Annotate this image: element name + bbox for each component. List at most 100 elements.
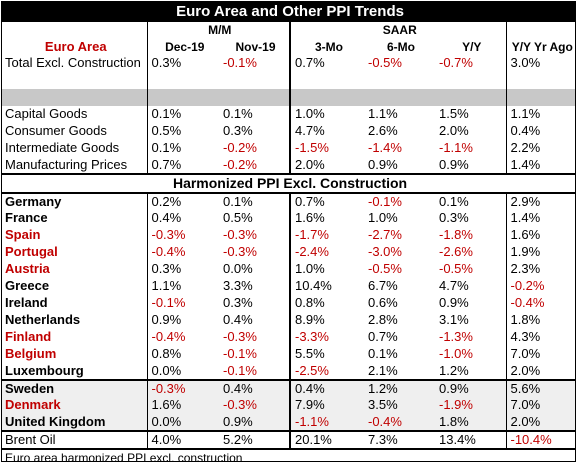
table-row: Total Excl. Construction 0.3% -0.1% 0.7% -0.… xyxy=(2,54,576,72)
row-label: Total Excl. Construction xyxy=(5,55,141,70)
row-label: Ireland xyxy=(5,295,48,310)
row-label: Spain xyxy=(5,227,41,242)
cell-value: -3.3% xyxy=(289,328,364,346)
table-row: Spain -0.3% -0.3% -1.7% -2.7% -1.8% 1.6% xyxy=(2,226,576,244)
title-row: Euro Area and Other PPI Trends xyxy=(2,2,576,22)
cell-value: 0.9% xyxy=(219,413,290,431)
cell-value: 5.5% xyxy=(289,345,364,363)
cell-value: 0.3% xyxy=(146,260,219,278)
cell-value: -0.5% xyxy=(439,261,473,276)
cell-value: 0.3% xyxy=(223,123,253,138)
table-row: Germany 0.2% 0.1% 0.7% -0.1% 0.1% 2.9% xyxy=(2,192,576,210)
cell-value: -3.0% xyxy=(368,244,402,259)
cell-value: 1.6% xyxy=(505,226,576,244)
cell-value: -1.1% xyxy=(289,413,364,431)
cell-value: -1.1% xyxy=(439,140,473,155)
row-label: Luxembourg xyxy=(5,362,84,378)
table-row: Denmark 1.6% -0.3% 7.9% 3.5% -1.9% 7.0% xyxy=(2,396,576,414)
cell-value: 2.0% xyxy=(439,123,469,138)
group-mm: M/M xyxy=(146,21,290,39)
cell-value: -0.2% xyxy=(505,277,576,295)
cell-value: 0.9% xyxy=(146,311,219,329)
cell-value: 0.0% xyxy=(223,261,253,276)
cell-value: -1.9% xyxy=(435,396,506,414)
row-label: United Kingdom xyxy=(2,413,147,431)
cell-value: 0.7% xyxy=(368,329,398,344)
cell-value: -1.7% xyxy=(289,226,364,244)
cell-value: 1.4% xyxy=(505,156,576,174)
cell-value: -2.7% xyxy=(368,227,402,242)
col-yy: Y/Y xyxy=(462,39,482,54)
cell-value: 13.4% xyxy=(435,429,506,450)
cell-value: 0.9% xyxy=(435,378,506,397)
cell-value: 3.1% xyxy=(439,312,469,327)
row-label: Belgium xyxy=(5,346,57,361)
cell-value: 0.1% xyxy=(146,139,219,157)
cell-value: 5.6% xyxy=(505,378,576,397)
cell-value: -0.7% xyxy=(439,55,473,70)
table-row: Intermediate Goods 0.1% -0.2% -1.5% -1.4% -1.… xyxy=(2,139,576,157)
row-label: Portugal xyxy=(5,244,58,259)
cell-value: -0.1% xyxy=(146,294,219,312)
cell-value: -0.2% xyxy=(223,140,257,155)
cell-value: 0.3% xyxy=(439,210,469,225)
cell-value: 7.0% xyxy=(505,345,576,363)
cell-value: -2.5% xyxy=(289,362,364,380)
cell-value: -0.3% xyxy=(223,244,257,259)
cell-value: 10.4% xyxy=(289,277,364,295)
col-yy-yr-ago: Y/Y Yr Ago xyxy=(505,38,576,55)
cell-value: 1.1% xyxy=(368,106,398,121)
cell-value: -10.4% xyxy=(505,429,576,450)
cell-value: 4.3% xyxy=(505,328,576,346)
cell-value: 0.7% xyxy=(289,192,364,210)
row-label: Sweden xyxy=(2,378,147,397)
cell-value: 0.4% xyxy=(223,312,253,327)
cell-value: 0.0% xyxy=(146,413,219,431)
col-euro-area: Euro Area xyxy=(44,38,107,54)
cell-value: -1.0% xyxy=(439,346,473,361)
row-label: Netherlands xyxy=(5,312,81,327)
cell-value: 0.9% xyxy=(439,156,469,172)
cell-value: 0.8% xyxy=(289,294,364,312)
cell-value: 2.9% xyxy=(505,192,576,210)
cell-value: -1.4% xyxy=(368,140,402,155)
cell-value: 0.4% xyxy=(146,209,219,227)
cell-value: -0.1% xyxy=(223,362,257,378)
cell-value: 1.1% xyxy=(146,277,219,295)
table-row: Consumer Goods 0.5% 0.3% 4.7% 2.6% 2.0% 0.4% xyxy=(2,122,576,140)
cell-value: 20.1% xyxy=(289,429,364,450)
row-label: Intermediate Goods xyxy=(5,140,120,155)
row-label: Consumer Goods xyxy=(5,123,107,138)
cell-value: 0.2% xyxy=(146,192,219,210)
cell-value: 0.3% xyxy=(146,54,219,72)
cell-value: 0.8% xyxy=(146,345,219,363)
blank-row xyxy=(2,71,576,89)
cell-value: 2.3% xyxy=(505,260,576,278)
cell-value: 7.0% xyxy=(505,396,576,414)
table-row: Netherlands 0.9% 0.4% 8.9% 2.8% 3.1% 1.8% xyxy=(2,311,576,329)
table-row: France 0.4% 0.5% 1.6% 1.0% 0.3% 1.4% xyxy=(2,209,576,227)
cell-value: 0.4% xyxy=(219,378,290,397)
cell-value: 0.3% xyxy=(223,295,253,310)
cell-value: -0.1% xyxy=(368,193,402,209)
row-label: Capital Goods xyxy=(5,106,88,121)
cell-value: 1.8% xyxy=(505,311,576,329)
cell-value: -0.2% xyxy=(223,156,257,172)
cell-value: -0.3% xyxy=(223,227,257,242)
cell-value: 0.4% xyxy=(289,378,364,397)
col-nov19: Nov-19 xyxy=(235,39,276,54)
table-row: Manufacturing Prices 0.7% -0.2% 2.0% 0.9% 0.9… xyxy=(2,156,576,174)
cell-value: -0.3% xyxy=(219,396,290,414)
cell-value: -0.5% xyxy=(368,55,402,70)
cell-value: 6.7% xyxy=(368,278,398,293)
cell-value: 1.9% xyxy=(505,243,576,261)
cell-value: 0.5% xyxy=(146,122,219,140)
section-title: Harmonized PPI Excl. Construction xyxy=(2,172,576,194)
cell-value: -0.4% xyxy=(364,413,435,431)
table-title: Euro Area and Other PPI Trends xyxy=(2,2,576,22)
table-row: Greece 1.1% 3.3% 10.4% 6.7% 4.7% -0.2% xyxy=(2,277,576,295)
row-label: Austria xyxy=(5,261,50,276)
table-row: United Kingdom 0.0% 0.9% -1.1% -0.4% 1.8% 2.0% xyxy=(2,413,576,431)
cell-value: -0.4% xyxy=(146,243,219,261)
